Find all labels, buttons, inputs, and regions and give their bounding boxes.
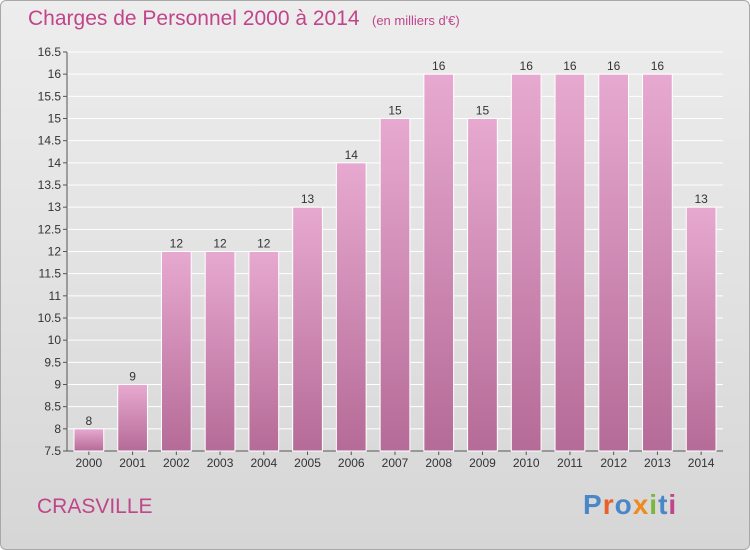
x-tick-label-2010: 2010 (513, 456, 540, 470)
bar-2006 (335, 162, 367, 452)
x-tick-label-2004: 2004 (250, 456, 277, 470)
bar-2004 (248, 251, 280, 452)
logo-letter: t (658, 489, 669, 520)
x-tick-label-2003: 2003 (207, 456, 234, 470)
bar-2005 (292, 206, 323, 452)
bar-2008 (423, 73, 455, 452)
data-label-2008: 16 (432, 59, 446, 73)
y-tick-label: 8.5 (44, 400, 61, 414)
x-tick-label-2005: 2005 (294, 456, 321, 470)
logo-letter: i (649, 489, 659, 520)
data-label-2005: 13 (301, 192, 315, 206)
x-tick-label-2012: 2012 (600, 456, 627, 470)
data-label-2011: 16 (563, 59, 577, 73)
x-tick-label-2013: 2013 (644, 456, 671, 470)
data-label-2010: 16 (520, 59, 534, 73)
y-tick-label: 11.5 (39, 267, 62, 281)
logo-letter: P (583, 489, 603, 520)
data-labels: 8 9 12 12 12 13 14 15 16 15 16 16 16 16 13 (86, 59, 709, 428)
data-label-2000: 8 (86, 414, 93, 428)
bar-2001 (117, 384, 148, 452)
x-tick-labels: 2000 2001 2002 2003 2004 2005 2006 2007 2008 2009… (76, 456, 715, 470)
y-tick-label: 12 (48, 245, 62, 259)
commune-name: CRASVILLE (37, 495, 153, 518)
y-tick-label: 15 (48, 112, 62, 126)
bar-2002 (160, 251, 192, 452)
data-label-2001: 9 (129, 370, 136, 384)
y-tick-label: 13.5 (38, 178, 62, 192)
logo-letter: x (632, 489, 650, 520)
logo-letter: r (602, 489, 615, 520)
logo-letter: o (614, 489, 633, 520)
bar-2011 (554, 73, 586, 452)
bar-2009 (467, 118, 498, 452)
y-tick-label: 15.5 (38, 89, 62, 103)
y-tick-label: 11 (49, 289, 62, 303)
data-label-2009: 15 (476, 104, 490, 118)
y-tick-labels: 7.5 8 8.5 9 9.5 10 10.5 11 11.5 12 12.5 13 13.5 14 14.… (38, 45, 62, 458)
data-label-2006: 14 (345, 148, 359, 162)
data-label-2003: 12 (213, 237, 227, 251)
chart-subtitle: (en milliers d'€) (372, 13, 460, 28)
x-tick-label-2006: 2006 (338, 456, 365, 470)
bar-2010 (510, 73, 542, 452)
x-tick-label-2007: 2007 (382, 456, 409, 470)
data-label-2002: 12 (170, 237, 184, 251)
x-tick-label-2011: 2011 (557, 456, 583, 470)
y-tick-label: 9.5 (44, 355, 61, 369)
bar-2007 (379, 118, 411, 452)
y-tick-label: 13 (48, 200, 62, 214)
chart-title: Charges de Personnel 2000 à 2014 (28, 7, 360, 30)
y-tick-label: 16.5 (38, 45, 62, 59)
bar-2000 (73, 428, 105, 452)
data-label-2012: 16 (607, 59, 621, 73)
x-tick-label-2002: 2002 (163, 456, 190, 470)
y-tick-label: 14.5 (38, 134, 62, 148)
x-tick-label-2000: 2000 (76, 456, 103, 470)
data-label-2014: 13 (694, 192, 708, 206)
bar-2013 (642, 73, 673, 452)
y-tick-label: 14 (48, 156, 62, 170)
x-tick-label-2008: 2008 (425, 456, 452, 470)
logo-letter: i (668, 489, 678, 520)
y-tick-label: 10 (48, 333, 62, 347)
y-tick-label: 8 (54, 422, 61, 436)
y-tick-label: 16 (48, 67, 62, 81)
bars (73, 73, 717, 452)
bar-2012 (598, 73, 630, 452)
y-tick-label: 12.5 (38, 222, 62, 236)
x-tick-label-2014: 2014 (688, 456, 715, 470)
y-tick-label: 7.5 (44, 444, 61, 458)
bar-2014 (685, 206, 717, 452)
x-tick-label-2001: 2001 (119, 456, 146, 470)
data-label-2004: 12 (257, 237, 271, 251)
y-tick-label: 9 (54, 378, 61, 392)
data-label-2013: 16 (651, 59, 665, 73)
x-tick-label-2009: 2009 (469, 456, 496, 470)
y-tick-label: 10.5 (38, 311, 62, 325)
data-label-2007: 15 (388, 104, 402, 118)
proxiti-logo[interactable]: Proxiti (583, 489, 677, 521)
bar-2003 (204, 251, 236, 452)
